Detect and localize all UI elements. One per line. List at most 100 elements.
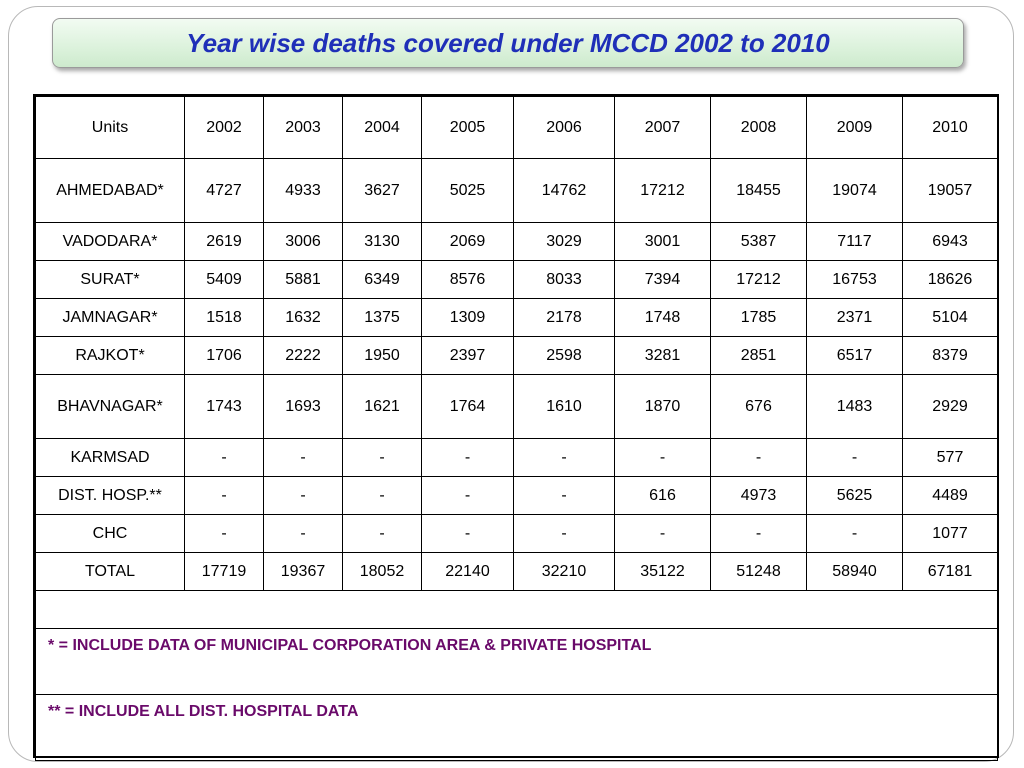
- table-note-row: ** = INCLUDE ALL DIST. HOSPITAL DATA: [35, 694, 998, 761]
- value-cell: 1375: [342, 298, 422, 337]
- value-cell: 2004: [342, 96, 422, 159]
- value-cell: 2929: [902, 374, 998, 439]
- value-cell: 8576: [421, 260, 514, 299]
- value-cell: 18052: [342, 552, 422, 591]
- value-cell: 16753: [806, 260, 903, 299]
- value-cell: 2002: [184, 96, 264, 159]
- unit-cell: SURAT*: [35, 260, 185, 299]
- table-row: CHC - - - - - - - -1077: [35, 514, 998, 553]
- value-cell: 5387: [710, 222, 807, 261]
- title-banner: Year wise deaths covered under MCCD 2002…: [52, 18, 964, 68]
- deaths-table-container: Units 2002 2003 2004 2005 2006 2007 2008 2009 201…: [33, 94, 999, 761]
- value-cell: 3029: [513, 222, 615, 261]
- value-cell: -: [806, 514, 903, 553]
- unit-cell: BHAVNAGAR*: [35, 374, 185, 439]
- value-cell: 1748: [614, 298, 711, 337]
- value-cell: 2851: [710, 336, 807, 375]
- unit-cell: RAJKOT*: [35, 336, 185, 375]
- value-cell: 3627: [342, 158, 422, 223]
- value-cell: 1706: [184, 336, 264, 375]
- value-cell: 8379: [902, 336, 998, 375]
- value-cell: 2006: [513, 96, 615, 159]
- value-cell: -: [184, 438, 264, 477]
- unit-cell: TOTAL: [35, 552, 185, 591]
- value-cell: 2008: [710, 96, 807, 159]
- value-cell: 6943: [902, 222, 998, 261]
- value-cell: 4727: [184, 158, 264, 223]
- value-cell: -: [263, 514, 343, 553]
- unit-cell: JAMNAGAR*: [35, 298, 185, 337]
- value-cell: 4933: [263, 158, 343, 223]
- value-cell: -: [342, 514, 422, 553]
- value-cell: 3006: [263, 222, 343, 261]
- value-cell: 2010: [902, 96, 998, 159]
- unit-cell: DIST. HOSP.**: [35, 476, 185, 515]
- value-cell: 1309: [421, 298, 514, 337]
- value-cell: 19367: [263, 552, 343, 591]
- value-cell: 18455: [710, 158, 807, 223]
- value-cell: 17212: [614, 158, 711, 223]
- value-cell: 18626: [902, 260, 998, 299]
- value-cell: 3001: [614, 222, 711, 261]
- value-cell: -: [263, 476, 343, 515]
- value-cell: -: [614, 438, 711, 477]
- value-cell: 5881: [263, 260, 343, 299]
- value-cell: 17212: [710, 260, 807, 299]
- value-cell: 2178: [513, 298, 615, 337]
- value-cell: 14762: [513, 158, 615, 223]
- value-cell: 2619: [184, 222, 264, 261]
- value-cell: 58940: [806, 552, 903, 591]
- value-cell: 19074: [806, 158, 903, 223]
- unit-cell: AHMEDABAD*: [35, 158, 185, 223]
- table-row: AHMEDABAD* 4727 4933 3627 5025 14762 17212 1845…: [35, 158, 998, 223]
- value-cell: -: [421, 476, 514, 515]
- value-cell: -: [421, 514, 514, 553]
- unit-cell: KARMSAD: [35, 438, 185, 477]
- value-cell: -: [806, 438, 903, 477]
- value-cell: 17719: [184, 552, 264, 591]
- value-cell: 2371: [806, 298, 903, 337]
- table-row: VADODARA* 2619 3006 3130 2069 3029 3001 5387 711…: [35, 222, 998, 261]
- value-cell: 5409: [184, 260, 264, 299]
- table-row: BHAVNAGAR* 1743 1693 1621 1764 1610 1870 676 148…: [35, 374, 998, 439]
- table-row: TOTAL 17719 19367 18052 22140 32210 35122 51248…: [35, 552, 998, 591]
- value-cell: 1632: [263, 298, 343, 337]
- value-cell: 5025: [421, 158, 514, 223]
- value-cell: -: [614, 514, 711, 553]
- value-cell: 616: [614, 476, 711, 515]
- value-cell: 3130: [342, 222, 422, 261]
- spacer-cell: [35, 590, 998, 629]
- value-cell: 2069: [421, 222, 514, 261]
- table-spacer-row: [35, 590, 998, 629]
- value-cell: -: [710, 514, 807, 553]
- table-row: JAMNAGAR* 1518 1632 1375 1309 2178 1748 1785 237…: [35, 298, 998, 337]
- value-cell: -: [342, 476, 422, 515]
- value-cell: 7394: [614, 260, 711, 299]
- value-cell: -: [421, 438, 514, 477]
- value-cell: 1077: [902, 514, 998, 553]
- value-cell: 3281: [614, 336, 711, 375]
- value-cell: 2222: [263, 336, 343, 375]
- value-cell: 1743: [184, 374, 264, 439]
- value-cell: 1764: [421, 374, 514, 439]
- value-cell: 51248: [710, 552, 807, 591]
- value-cell: 1621: [342, 374, 422, 439]
- value-cell: 5625: [806, 476, 903, 515]
- value-cell: 67181: [902, 552, 998, 591]
- deaths-table: Units 2002 2003 2004 2005 2006 2007 2008 2009 201…: [35, 96, 998, 761]
- value-cell: 2003: [263, 96, 343, 159]
- value-cell: -: [184, 476, 264, 515]
- value-cell: -: [513, 514, 615, 553]
- table-header-row: Units 2002 2003 2004 2005 2006 2007 2008 2009 201…: [35, 96, 998, 159]
- value-cell: 5104: [902, 298, 998, 337]
- value-cell: 32210: [513, 552, 615, 591]
- value-cell: -: [342, 438, 422, 477]
- page-title: Year wise deaths covered under MCCD 2002…: [186, 27, 830, 58]
- table-row: KARMSAD - - - - - - - -577: [35, 438, 998, 477]
- value-cell: 2009: [806, 96, 903, 159]
- table-row: SURAT* 5409 5881 6349 8576 8033 7394 17212 16753…: [35, 260, 998, 299]
- value-cell: 22140: [421, 552, 514, 591]
- table-note-row: * = INCLUDE DATA OF MUNICIPAL CORPORATIO…: [35, 628, 998, 695]
- value-cell: -: [513, 476, 615, 515]
- value-cell: -: [263, 438, 343, 477]
